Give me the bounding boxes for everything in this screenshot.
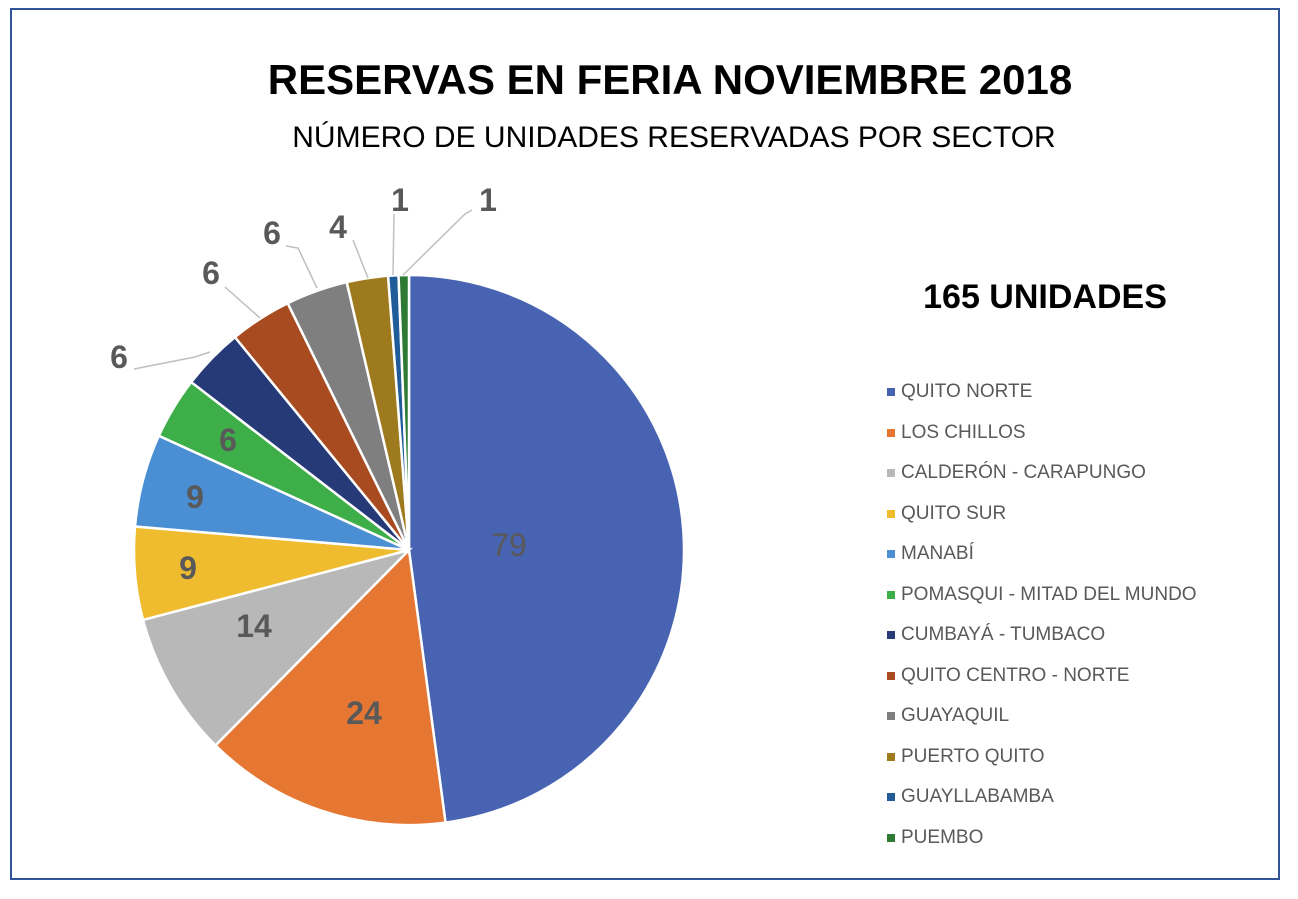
legend-swatch	[887, 428, 895, 437]
legend-swatch	[887, 631, 895, 640]
legend-item: POMASQUI - MITAD DEL MUNDO	[887, 575, 1197, 616]
legend-swatch	[887, 388, 895, 397]
legend-label: CALDERÓN - CARAPUNGO	[901, 462, 1146, 484]
data-label-0: 79	[491, 527, 527, 563]
legend-label: QUITO NORTE	[901, 381, 1033, 403]
legend-label: MANABÍ	[901, 543, 974, 565]
data-label-6: 6	[110, 339, 128, 375]
legend-swatch	[887, 509, 895, 518]
legend-label: LOS CHILLOS	[901, 421, 1026, 443]
legend-label: GUAYLLABAMBA	[901, 786, 1054, 808]
legend-swatch	[887, 752, 895, 761]
leader-line-7	[224, 286, 261, 319]
legend-swatch	[887, 833, 895, 842]
data-label-11: 1	[479, 182, 497, 218]
leader-line-6	[133, 351, 211, 370]
chart-title: RESERVAS EN FERIA NOVIEMBRE 2018	[267, 56, 1073, 103]
data-label-7: 6	[202, 255, 220, 291]
legend-item: QUITO SUR	[887, 494, 1197, 535]
legend-item: CALDERÓN - CARAPUNGO	[887, 453, 1197, 494]
pie-slice-0	[407, 273, 686, 824]
legend-item: LOS CHILLOS	[887, 413, 1197, 454]
data-label-5: 6	[219, 422, 237, 458]
legend-item: PUERTO QUITO	[887, 737, 1197, 778]
legend-item: QUITO NORTE	[887, 372, 1197, 413]
data-label-3: 9	[179, 550, 197, 586]
legend-item: QUITO CENTRO - NORTE	[887, 656, 1197, 697]
legend-item: CUMBAYÁ - TUMBACO	[887, 615, 1197, 656]
legend-item: GUAYLLABAMBA	[887, 777, 1197, 818]
legend-item: MANABÍ	[887, 534, 1197, 575]
data-label-9: 4	[329, 209, 347, 245]
legend-item: PUEMBO	[887, 818, 1197, 859]
legend-swatch	[887, 550, 895, 559]
legend-swatch	[887, 712, 895, 721]
leader-line-11	[402, 209, 473, 276]
leader-line-8	[285, 245, 318, 289]
data-label-8: 6	[263, 215, 281, 251]
pie-slice-1	[213, 547, 447, 827]
legend-swatch	[887, 671, 895, 680]
legend-label: POMASQUI - MITAD DEL MUNDO	[901, 583, 1197, 605]
data-label-2: 14	[236, 608, 272, 644]
data-label-4: 9	[186, 479, 204, 515]
legend-label: QUITO CENTRO - NORTE	[901, 664, 1130, 686]
legend-label: CUMBAYÁ - TUMBACO	[901, 624, 1106, 646]
legend-label: GUAYAQUIL	[901, 705, 1010, 727]
legend-label: PUEMBO	[901, 826, 984, 848]
leader-line-10	[392, 213, 395, 276]
chart-subtitle: NÚMERO DE UNIDADES RESERVADAS POR SECTOR	[292, 121, 1056, 154]
leader-line-9	[352, 239, 369, 279]
legend-label: PUERTO QUITO	[901, 745, 1045, 767]
legend-swatch	[887, 793, 895, 802]
chart-frame	[10, 8, 1280, 880]
legend: QUITO NORTE LOS CHILLOS CALDERÓN - CARAPUN…	[887, 372, 1197, 858]
legend-swatch	[887, 590, 895, 599]
legend-item: GUAYAQUIL	[887, 696, 1197, 737]
legend-label: QUITO SUR	[901, 502, 1007, 524]
total-annotation: 165 UNIDADES	[923, 278, 1167, 316]
data-label-10: 1	[391, 182, 409, 218]
pie-slice-2	[141, 547, 414, 748]
data-label-1: 24	[346, 695, 382, 731]
legend-swatch	[887, 469, 895, 478]
